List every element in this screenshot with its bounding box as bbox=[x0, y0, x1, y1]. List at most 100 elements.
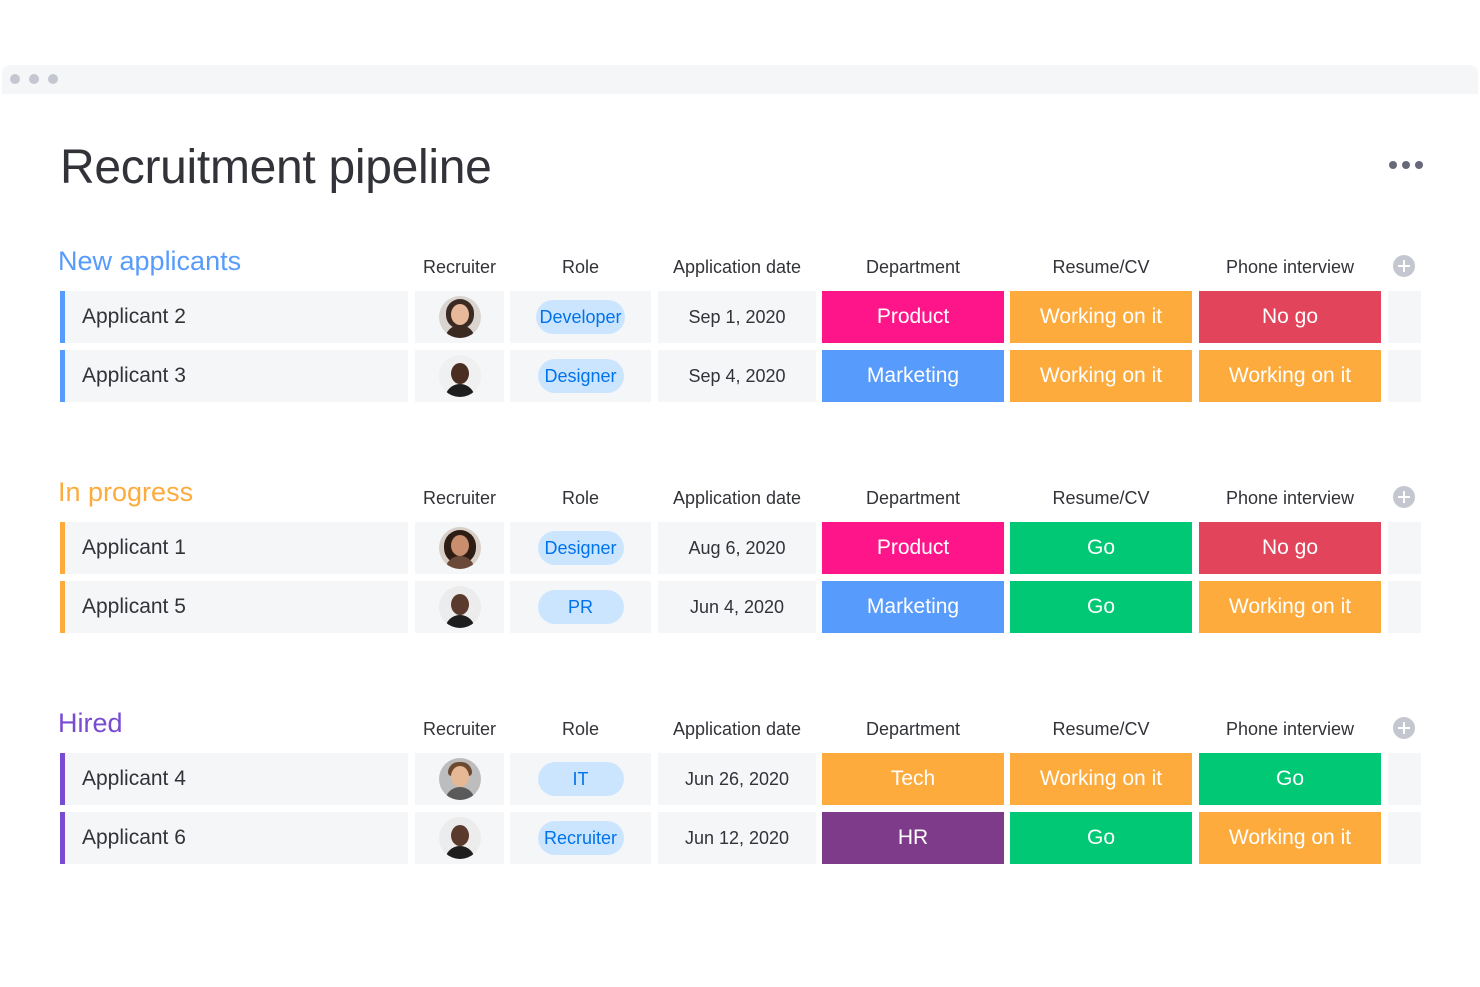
avatar[interactable] bbox=[438, 527, 481, 569]
recruiter-cell[interactable] bbox=[415, 753, 504, 805]
department-status[interactable]: Marketing bbox=[822, 581, 1004, 633]
column-header-phone-interview[interactable]: Phone interview bbox=[1225, 719, 1355, 739]
column-header-recruiter[interactable]: Recruiter bbox=[422, 257, 497, 277]
avatar[interactable] bbox=[438, 355, 481, 397]
column-header-role[interactable]: Role bbox=[561, 719, 600, 739]
group-color-bar bbox=[60, 522, 65, 574]
column-header-department[interactable]: Department bbox=[865, 488, 961, 508]
column-header-phone-interview[interactable]: Phone interview bbox=[1225, 488, 1355, 508]
group-color-bar bbox=[60, 350, 65, 402]
table-row[interactable]: Applicant 2 Developer Sep 1, 2020 Produc… bbox=[0, 291, 1480, 343]
item-name-cell[interactable]: Applicant 5 bbox=[60, 581, 408, 633]
column-header-application-date[interactable]: Application date bbox=[672, 488, 802, 508]
item-name-cell[interactable]: Applicant 6 bbox=[60, 812, 408, 864]
group-color-bar bbox=[60, 291, 65, 343]
recruiter-cell[interactable] bbox=[415, 522, 504, 574]
department-status[interactable]: Tech bbox=[822, 753, 1004, 805]
resume-status[interactable]: Go bbox=[1010, 812, 1192, 864]
avatar[interactable] bbox=[438, 758, 481, 800]
role-cell[interactable]: PR bbox=[510, 581, 651, 633]
column-header-recruiter[interactable]: Recruiter bbox=[422, 488, 497, 508]
department-status[interactable]: Marketing bbox=[822, 350, 1004, 402]
group-title[interactable]: New applicants bbox=[58, 246, 242, 276]
column-header-role[interactable]: Role bbox=[561, 257, 600, 277]
recruiter-cell[interactable] bbox=[415, 581, 504, 633]
group-title[interactable]: In progress bbox=[58, 477, 194, 507]
application-date-cell[interactable]: Aug 6, 2020 bbox=[658, 522, 816, 574]
recruiter-cell[interactable] bbox=[415, 350, 504, 402]
column-header-resume[interactable]: Resume/CV bbox=[1052, 488, 1150, 508]
recruiter-cell[interactable] bbox=[415, 291, 504, 343]
avatar[interactable] bbox=[438, 817, 481, 859]
phone-interview-status[interactable]: Working on it bbox=[1199, 581, 1381, 633]
column-header-department[interactable]: Department bbox=[865, 719, 961, 739]
empty-cell bbox=[1388, 350, 1421, 402]
empty-cell bbox=[1388, 581, 1421, 633]
empty-cell bbox=[1388, 291, 1421, 343]
empty-cell bbox=[1388, 812, 1421, 864]
column-header-application-date[interactable]: Application date bbox=[672, 719, 802, 739]
table-row[interactable]: Applicant 1 Designer Aug 6, 2020 Product… bbox=[0, 522, 1480, 574]
more-options-icon[interactable] bbox=[1386, 156, 1426, 176]
role-cell[interactable]: Developer bbox=[510, 291, 651, 343]
avatar[interactable] bbox=[438, 296, 481, 338]
application-date-cell[interactable]: Sep 1, 2020 bbox=[658, 291, 816, 343]
resume-status[interactable]: Working on it bbox=[1010, 753, 1192, 805]
role-tag[interactable]: IT bbox=[537, 762, 624, 796]
add-column-icon[interactable] bbox=[1393, 486, 1415, 508]
recruiter-cell[interactable] bbox=[415, 812, 504, 864]
item-name: Applicant 3 bbox=[82, 364, 186, 387]
phone-interview-status[interactable]: No go bbox=[1199, 291, 1381, 343]
group-color-bar bbox=[60, 581, 65, 633]
item-name-cell[interactable]: Applicant 4 bbox=[60, 753, 408, 805]
application-date-cell[interactable]: Jun 4, 2020 bbox=[658, 581, 816, 633]
item-name-cell[interactable]: Applicant 3 bbox=[60, 350, 408, 402]
add-column-icon[interactable] bbox=[1393, 255, 1415, 277]
item-name: Applicant 4 bbox=[82, 767, 186, 790]
item-name: Applicant 1 bbox=[82, 536, 186, 559]
role-tag[interactable]: Developer bbox=[536, 300, 625, 334]
phone-interview-status[interactable]: Go bbox=[1199, 753, 1381, 805]
role-tag[interactable]: Recruiter bbox=[537, 821, 624, 855]
phone-interview-status[interactable]: Working on it bbox=[1199, 812, 1381, 864]
role-cell[interactable]: IT bbox=[510, 753, 651, 805]
resume-status[interactable]: Go bbox=[1010, 581, 1192, 633]
department-status[interactable]: HR bbox=[822, 812, 1004, 864]
resume-status[interactable]: Working on it bbox=[1010, 350, 1192, 402]
table-row[interactable]: Applicant 3 Designer Sep 4, 2020 Marketi… bbox=[0, 350, 1480, 402]
role-tag[interactable]: Designer bbox=[537, 359, 624, 393]
resume-status[interactable]: Working on it bbox=[1010, 291, 1192, 343]
role-cell[interactable]: Designer bbox=[510, 522, 651, 574]
role-cell[interactable]: Designer bbox=[510, 350, 651, 402]
role-tag[interactable]: Designer bbox=[537, 531, 624, 565]
application-date-cell[interactable]: Jun 26, 2020 bbox=[658, 753, 816, 805]
table-row[interactable]: Applicant 6 Recruiter Jun 12, 2020 HR Go… bbox=[0, 812, 1480, 864]
resume-status[interactable]: Go bbox=[1010, 522, 1192, 574]
group-color-bar bbox=[60, 812, 65, 864]
phone-interview-status[interactable]: Working on it bbox=[1199, 350, 1381, 402]
add-column-icon[interactable] bbox=[1393, 717, 1415, 739]
column-header-application-date[interactable]: Application date bbox=[672, 257, 802, 277]
phone-interview-status[interactable]: No go bbox=[1199, 522, 1381, 574]
column-header-resume[interactable]: Resume/CV bbox=[1052, 719, 1150, 739]
role-tag[interactable]: PR bbox=[537, 590, 624, 624]
table-row[interactable]: Applicant 4 IT Jun 26, 2020 Tech Working… bbox=[0, 753, 1480, 805]
group-color-bar bbox=[60, 753, 65, 805]
avatar[interactable] bbox=[438, 586, 481, 628]
item-name-cell[interactable]: Applicant 1 bbox=[60, 522, 408, 574]
window-title-bar bbox=[2, 65, 1478, 94]
group-title[interactable]: Hired bbox=[58, 708, 123, 738]
department-status[interactable]: Product bbox=[822, 522, 1004, 574]
column-header-role[interactable]: Role bbox=[561, 488, 600, 508]
item-name-cell[interactable]: Applicant 2 bbox=[60, 291, 408, 343]
column-header-recruiter[interactable]: Recruiter bbox=[422, 719, 497, 739]
department-status[interactable]: Product bbox=[822, 291, 1004, 343]
application-date-cell[interactable]: Sep 4, 2020 bbox=[658, 350, 816, 402]
column-header-phone-interview[interactable]: Phone interview bbox=[1225, 257, 1355, 277]
application-date-cell[interactable]: Jun 12, 2020 bbox=[658, 812, 816, 864]
role-cell[interactable]: Recruiter bbox=[510, 812, 651, 864]
column-header-department[interactable]: Department bbox=[865, 257, 961, 277]
page-title: Recruitment pipeline bbox=[60, 141, 492, 194]
column-header-resume[interactable]: Resume/CV bbox=[1052, 257, 1150, 277]
table-row[interactable]: Applicant 5 PR Jun 4, 2020 Marketing Go … bbox=[0, 581, 1480, 633]
